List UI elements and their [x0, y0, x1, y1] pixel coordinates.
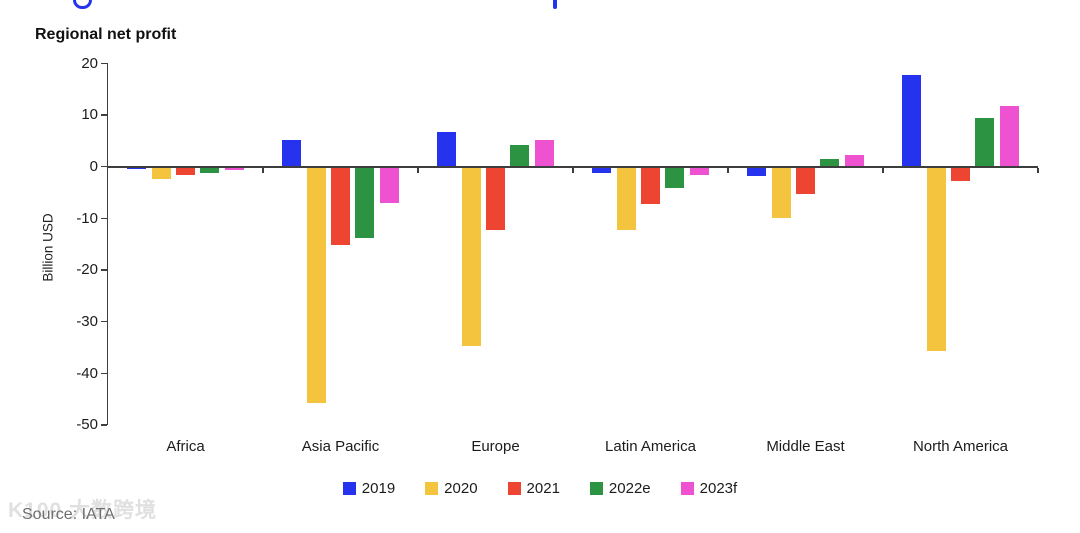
- legend-swatch-icon: [425, 482, 439, 495]
- x-category-label: North America: [912, 438, 1009, 455]
- bar-2023f-north-america: [999, 106, 1019, 166]
- bar-2020-africa: [151, 167, 171, 179]
- legend: 2019 2020 2021 2022e 2023f: [0, 480, 1080, 497]
- y-axis-tick: [101, 62, 107, 64]
- bar-2019-asia-pacific: [282, 140, 302, 166]
- legend-item-2020: 2020: [425, 480, 478, 497]
- bar-2021-europe: [486, 167, 505, 230]
- y-axis-tick: [101, 372, 107, 375]
- bar-2019-africa: [127, 167, 147, 170]
- legend-swatch-icon: [342, 482, 356, 495]
- chart-title: Regional net profit: [35, 26, 177, 43]
- legend-label: 2021: [526, 480, 560, 497]
- bar-2019-latin-america: [592, 167, 612, 173]
- bar-2022e-africa: [200, 167, 220, 173]
- legend-item-2021: 2021: [507, 480, 560, 497]
- y-axis-tick: [101, 269, 107, 271]
- bar-2020-latin-america: [616, 167, 636, 230]
- x-axis-zero-line: [106, 165, 1038, 168]
- y-tick-label: -30: [76, 313, 98, 331]
- cropped-title-fragment-icon: [73, 0, 92, 9]
- bar-2023f-latin-america: [689, 167, 709, 176]
- y-tick-label: 20: [81, 54, 98, 72]
- bar-2022e-asia-pacific: [355, 167, 375, 239]
- y-axis-line: [106, 63, 108, 425]
- cropped-title-fragment-icon: [553, 0, 557, 9]
- bar-2021-africa: [176, 167, 195, 176]
- x-category-label: Latin America: [605, 438, 696, 455]
- bar-2019-north-america: [902, 75, 922, 166]
- y-tick-label: -20: [76, 261, 98, 279]
- x-category-label: Asia Pacific: [301, 438, 380, 455]
- x-category-label: Africa: [166, 438, 205, 455]
- bar-2022e-europe: [510, 144, 530, 166]
- bar-2021-middle-east: [796, 167, 815, 195]
- x-axis-tick: [262, 167, 264, 173]
- y-axis-tick: [101, 165, 107, 168]
- bar-2020-asia-pacific: [306, 167, 326, 403]
- x-axis-tick: [1037, 167, 1039, 173]
- legend-item-2023f: 2023f: [680, 480, 738, 497]
- watermark: K100 大数跨境: [8, 499, 158, 522]
- y-axis-tick: [101, 424, 107, 426]
- bar-2022e-north-america: [975, 118, 995, 166]
- legend-label: 2022e: [608, 480, 651, 497]
- legend-label: 2019: [361, 480, 396, 497]
- legend-swatch-icon: [589, 482, 603, 495]
- x-category-label: Middle East: [766, 438, 845, 455]
- y-tick-label: 0: [89, 158, 98, 176]
- bar-2019-middle-east: [747, 167, 767, 176]
- x-axis-tick: [882, 167, 884, 173]
- y-tick-label: -40: [76, 364, 98, 382]
- source-note: Source: IATA: [22, 506, 115, 523]
- y-axis-tick: [101, 217, 107, 220]
- legend-swatch-icon: [507, 482, 521, 495]
- bar-2021-north-america: [951, 167, 970, 181]
- bar-2022e-middle-east: [820, 158, 840, 166]
- y-tick-label: 10: [81, 106, 98, 124]
- bar-2023f-asia-pacific: [379, 167, 399, 204]
- bar-2021-latin-america: [641, 167, 660, 204]
- bar-2020-europe: [461, 167, 481, 346]
- y-tick-label: -10: [76, 209, 98, 227]
- y-tick-label: -50: [76, 416, 98, 434]
- bar-2020-middle-east: [771, 167, 791, 219]
- bar-2020-north-america: [926, 167, 946, 352]
- y-axis-tick: [101, 320, 107, 323]
- y-axis-tick: [101, 114, 107, 116]
- legend-swatch-icon: [680, 482, 694, 495]
- bar-2023f-africa: [224, 167, 244, 171]
- bar-2021-asia-pacific: [331, 167, 350, 246]
- x-axis-tick: [417, 167, 419, 173]
- bar-2022e-latin-america: [665, 167, 685, 189]
- x-category-label: Europe: [471, 438, 520, 455]
- legend-label: 2020: [444, 480, 478, 497]
- bar-2023f-middle-east: [844, 155, 864, 166]
- x-axis-tick: [727, 167, 729, 173]
- legend-label: 2023f: [699, 480, 738, 497]
- legend-item-2019: 2019: [342, 480, 396, 497]
- bar-2019-europe: [437, 132, 457, 166]
- x-axis-tick: [572, 167, 574, 173]
- bar-2023f-europe: [534, 139, 554, 166]
- legend-item-2022e: 2022e: [589, 480, 651, 497]
- y-axis-label: Billion USD: [40, 213, 56, 282]
